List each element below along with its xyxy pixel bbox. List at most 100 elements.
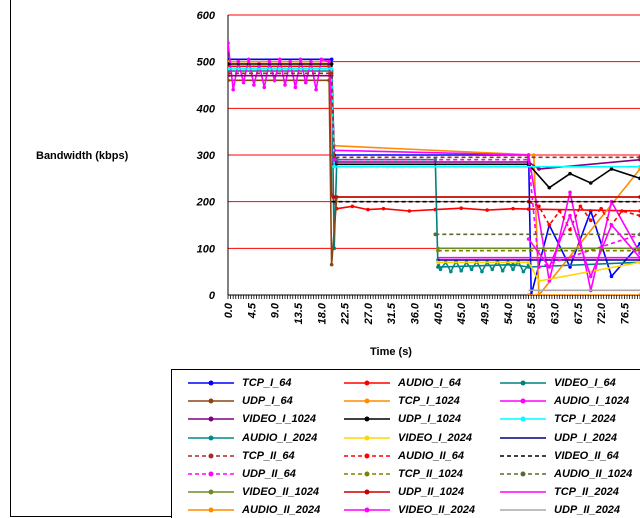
- series-line: [228, 65, 640, 212]
- legend-item: VIDEO_II_64: [498, 448, 619, 464]
- x-tick-label: 31.5: [386, 302, 398, 324]
- data-point: [329, 62, 334, 66]
- legend-label: UDP_II_1024: [398, 486, 465, 499]
- legend-swatch: [344, 453, 390, 459]
- data-point: [620, 209, 624, 213]
- x-tick-label: 49.5: [480, 302, 492, 325]
- data-point: [459, 206, 464, 210]
- legend-swatch: [500, 454, 546, 457]
- data-point: [433, 232, 438, 237]
- legend-label: VIDEO_I_1024: [242, 413, 316, 426]
- legend-item: UDP_II_64: [186, 466, 296, 482]
- legend-label: AUDIO_II_1024: [554, 468, 633, 480]
- data-point: [436, 260, 440, 265]
- x-tick-label: 4.5: [246, 302, 258, 319]
- x-tick-label: 72.0: [596, 302, 608, 324]
- legend-item: AUDIO_II_1024: [498, 466, 632, 482]
- legend-item: TCP_I_2024: [498, 411, 616, 427]
- data-point: [521, 269, 526, 274]
- legend-item: UDP_I_64: [186, 393, 293, 409]
- data-point: [511, 206, 515, 211]
- data-point: [490, 267, 495, 272]
- series-line: [527, 213, 640, 279]
- legend-label: UDP_I_1024: [398, 413, 461, 426]
- legend-item: AUDIO_I_64: [342, 375, 461, 391]
- legend-swatch: [500, 416, 546, 422]
- data-point: [407, 209, 412, 213]
- x-tick-label: 9.0: [270, 302, 282, 318]
- legend-label: VIDEO_I_64: [554, 377, 616, 389]
- data-point: [327, 59, 331, 64]
- legend-item: TCP_II_2024: [498, 484, 619, 500]
- data-point: [609, 167, 614, 171]
- legend-item: VIDEO_I_1024: [186, 411, 316, 427]
- data-point: [381, 206, 386, 211]
- legend-label: VIDEO_I_2024: [398, 431, 472, 444]
- data-point: [272, 78, 277, 83]
- legend-swatch: [500, 509, 546, 512]
- legend-item: UDP_II_2024: [498, 502, 620, 518]
- y-tick-label: 200: [196, 197, 216, 209]
- data-point: [332, 164, 337, 169]
- data-point: [278, 57, 282, 62]
- data-point: [449, 269, 453, 274]
- data-point: [568, 213, 572, 218]
- data-point: [588, 181, 593, 185]
- legend-swatch: [344, 471, 390, 477]
- data-point: [332, 195, 337, 199]
- legend-label: VIDEO_II_2024: [398, 504, 476, 517]
- legend-label: TCP_I_1024: [398, 395, 460, 408]
- data-point: [319, 57, 324, 62]
- legend-item: VIDEO_I_2024: [342, 430, 472, 446]
- y-tick-label: 400: [196, 103, 216, 115]
- legend-label: TCP_I_2024: [554, 413, 616, 426]
- data-point: [228, 66, 230, 71]
- legend-item: VIDEO_II_2024: [342, 502, 475, 518]
- data-point: [526, 260, 531, 265]
- legend-item: TCP_II_64: [186, 448, 295, 464]
- x-tick-label: 58.5: [526, 302, 538, 324]
- legend-label: AUDIO_I_2024: [242, 431, 318, 444]
- legend-item: AUDIO_I_1024: [498, 393, 629, 409]
- data-point: [609, 199, 614, 204]
- data-point: [436, 246, 440, 251]
- legend-swatch: [344, 435, 390, 441]
- data-point: [228, 41, 230, 45]
- x-tick-label: 27.0: [363, 302, 375, 325]
- y-tick-label: 300: [197, 150, 216, 162]
- data-point: [588, 218, 593, 223]
- data-point: [228, 78, 230, 83]
- legend-item: UDP_I_1024: [342, 411, 461, 427]
- legend-label: TCP_I_64: [242, 377, 292, 389]
- x-tick-label: 40.5: [433, 302, 445, 325]
- data-point: [485, 208, 489, 212]
- legend-item: UDP_II_1024: [342, 484, 464, 500]
- legend-item: TCP_II_1024: [342, 466, 463, 482]
- legend-item: VIDEO_II_1024: [186, 484, 319, 500]
- legend-label: TCP_II_2024: [554, 486, 619, 499]
- data-point: [252, 83, 256, 87]
- data-point: [246, 57, 251, 62]
- legend-swatch: [188, 471, 234, 477]
- data-point: [578, 204, 583, 209]
- x-tick-label: 0.0: [223, 302, 235, 318]
- y-tick-label: 600: [197, 10, 216, 22]
- x-tick-label: 22.5: [340, 302, 352, 325]
- legend-swatch: [500, 491, 546, 493]
- data-point: [438, 267, 443, 272]
- data-point: [314, 87, 318, 92]
- data-point: [231, 87, 235, 92]
- data-point: [469, 267, 474, 272]
- data-point: [547, 279, 552, 283]
- legend-swatch: [188, 380, 234, 386]
- legend-label: UDP_II_64: [242, 468, 296, 480]
- x-tick-label: 18.0: [316, 302, 328, 324]
- legend-swatch: [188, 507, 234, 513]
- data-point: [526, 207, 531, 211]
- data-point: [298, 57, 303, 62]
- legend-swatch: [500, 471, 546, 477]
- data-point: [526, 157, 531, 162]
- x-tick-label: 36.0: [410, 302, 422, 324]
- data-point: [526, 293, 531, 295]
- data-point: [511, 262, 515, 267]
